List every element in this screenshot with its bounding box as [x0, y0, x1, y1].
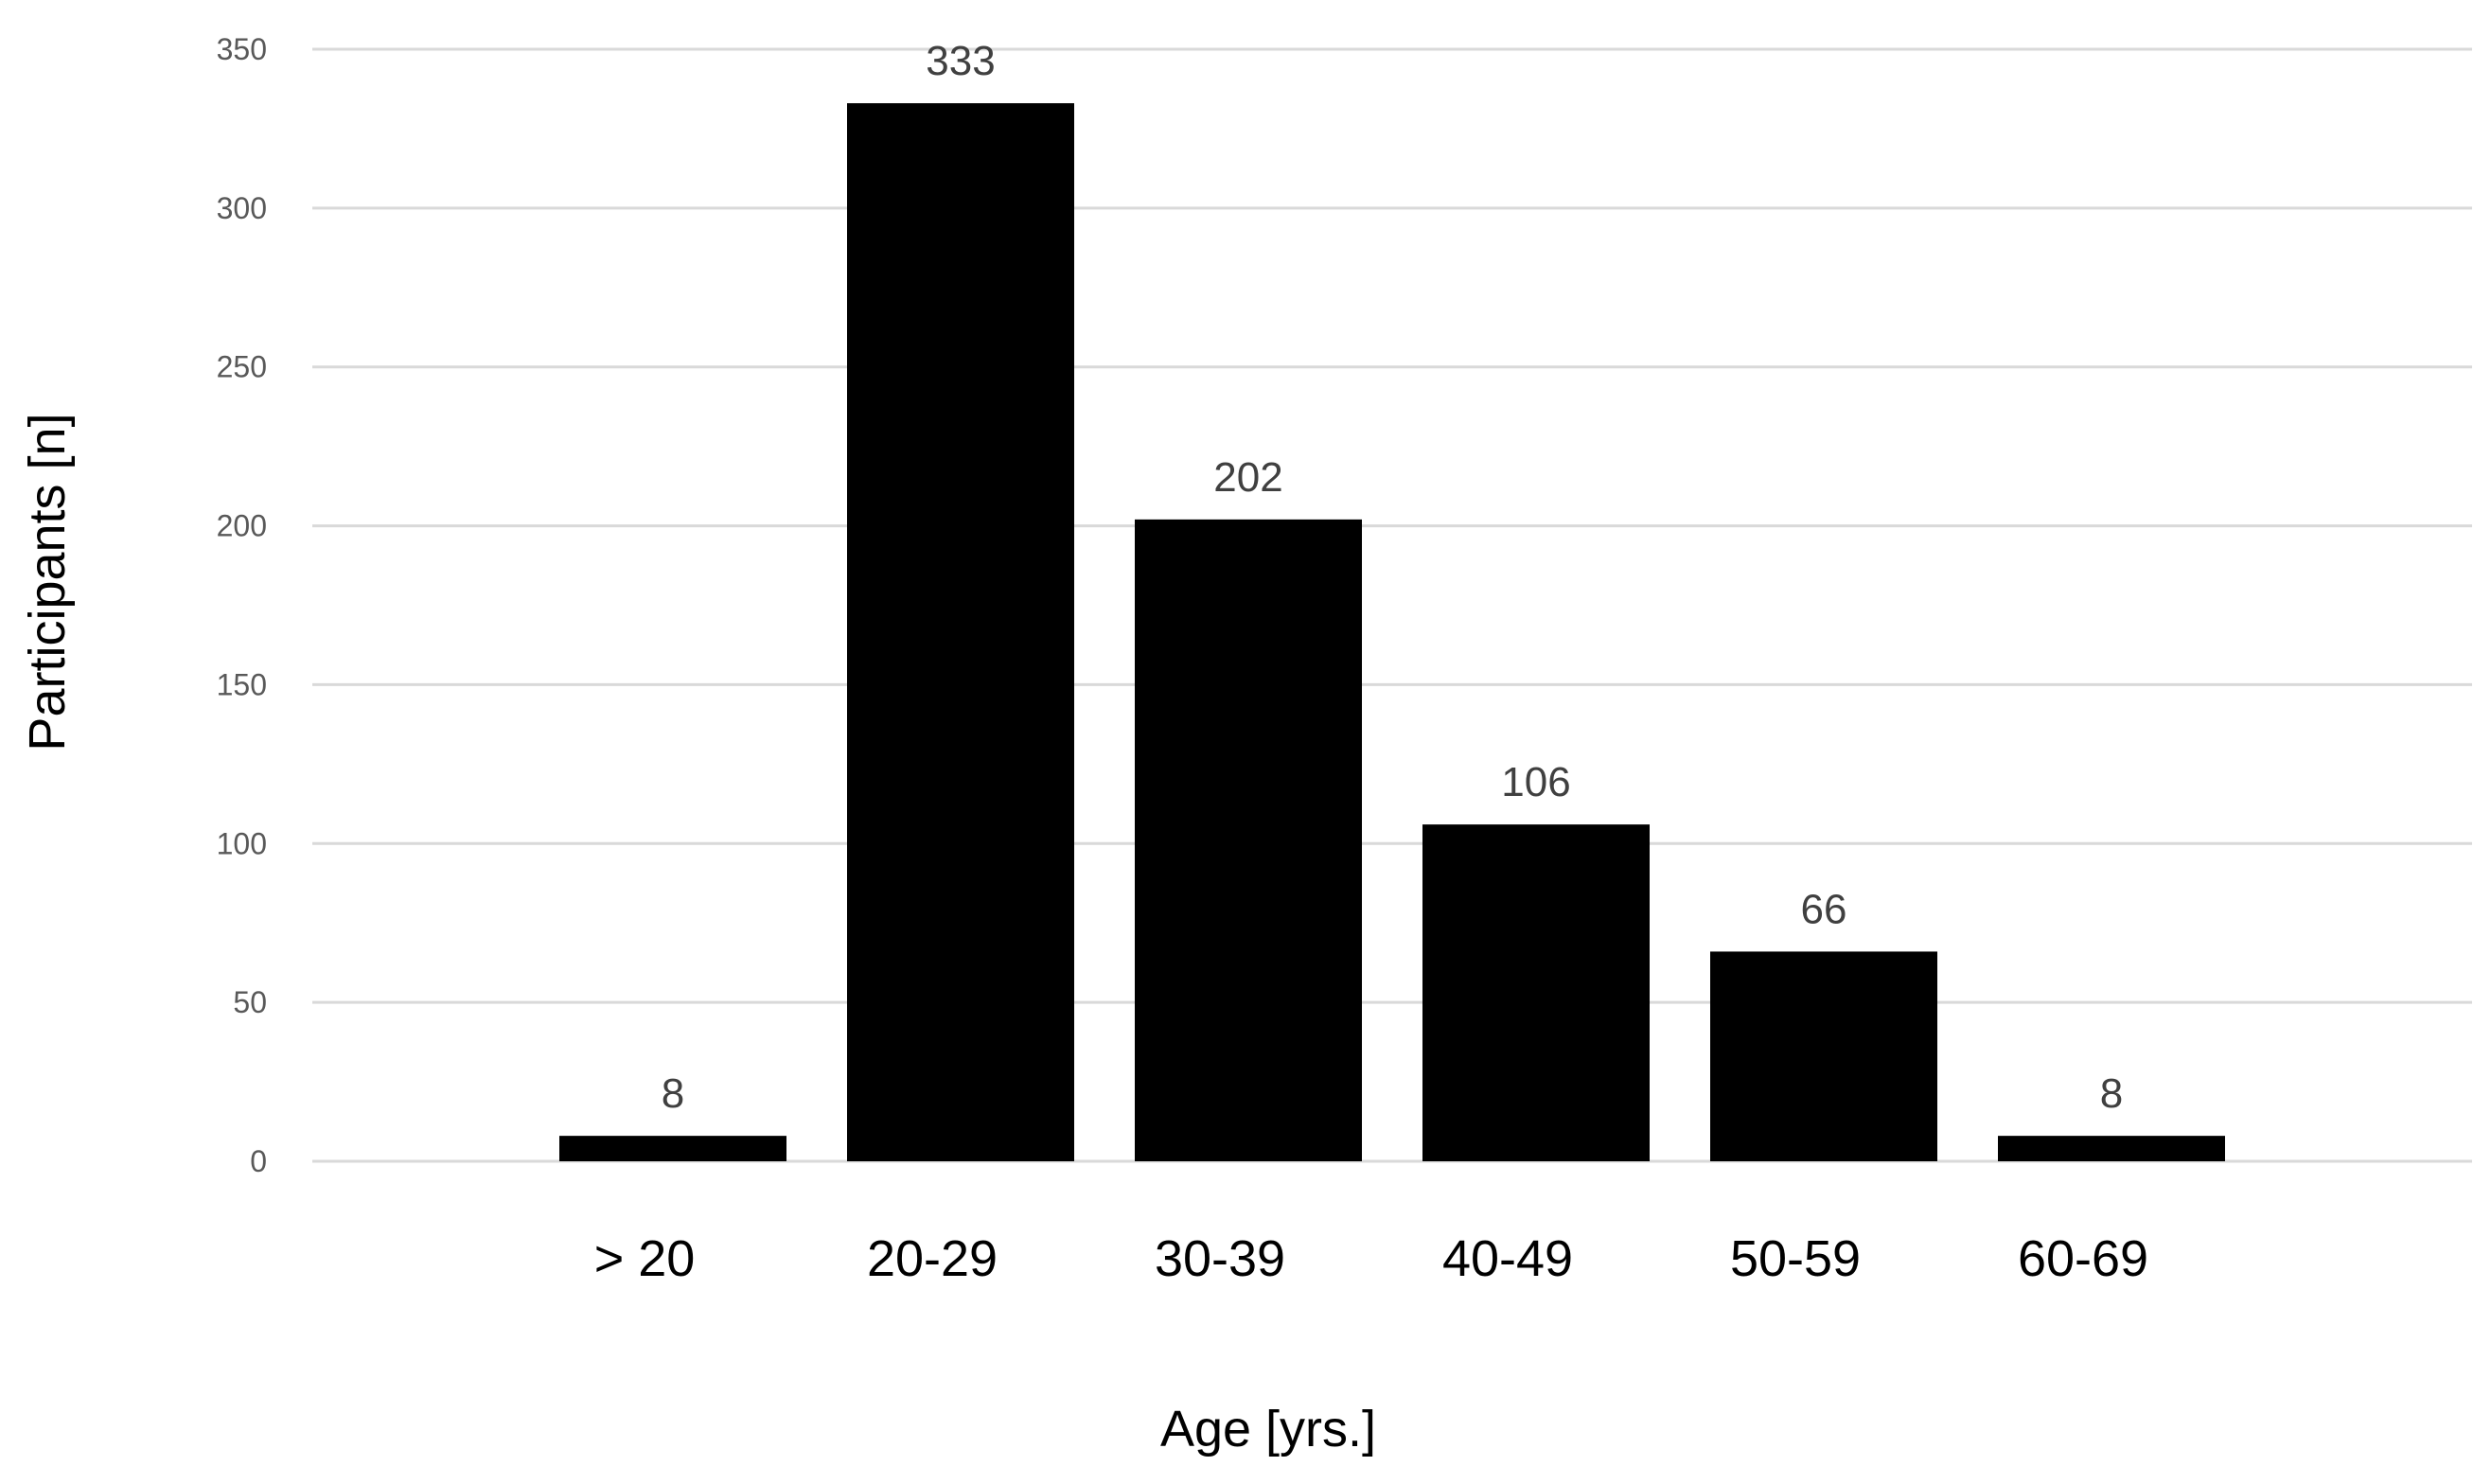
x-category-label: 50-59 — [1730, 1230, 1861, 1287]
data-label: 202 — [1213, 454, 1282, 501]
y-tick-label: 250 — [217, 350, 267, 384]
x-category-label: 30-39 — [1155, 1230, 1285, 1287]
y-tick-label: 50 — [233, 985, 267, 1019]
x-category-label: 40-49 — [1442, 1230, 1573, 1287]
data-label: 66 — [1801, 886, 1847, 932]
bar — [1998, 1136, 2225, 1161]
y-tick-label: 200 — [217, 509, 267, 543]
y-tick-label: 300 — [217, 191, 267, 225]
bar — [559, 1136, 786, 1161]
y-axis-title: Participants [n] — [19, 413, 76, 751]
bars — [559, 103, 2225, 1162]
data-label: 8 — [2100, 1070, 2123, 1117]
y-axis-ticks: 0 50 100 150 200 250 300 350 — [217, 32, 267, 1178]
x-axis-categories: > 20 20-29 30-39 40-49 50-59 60-69 — [594, 1230, 2148, 1287]
bar — [847, 103, 1074, 1162]
bar — [1422, 824, 1650, 1161]
x-category-label: 20-29 — [867, 1230, 998, 1287]
x-category-label: > 20 — [594, 1230, 696, 1287]
y-tick-label: 150 — [217, 667, 267, 701]
y-tick-label: 350 — [217, 32, 267, 66]
y-tick-label: 100 — [217, 826, 267, 860]
y-tick-label: 0 — [250, 1144, 267, 1178]
x-category-label: 60-69 — [2018, 1230, 2148, 1287]
gridlines — [312, 47, 2472, 1163]
data-label: 333 — [926, 38, 995, 84]
data-label: 8 — [662, 1070, 684, 1117]
data-label: 106 — [1501, 759, 1570, 805]
bar — [1135, 519, 1362, 1161]
bar — [1710, 951, 1937, 1161]
x-axis-title: Age [yrs.] — [1160, 1401, 1376, 1458]
data-labels: 8 333 202 106 66 8 — [662, 38, 2123, 1117]
